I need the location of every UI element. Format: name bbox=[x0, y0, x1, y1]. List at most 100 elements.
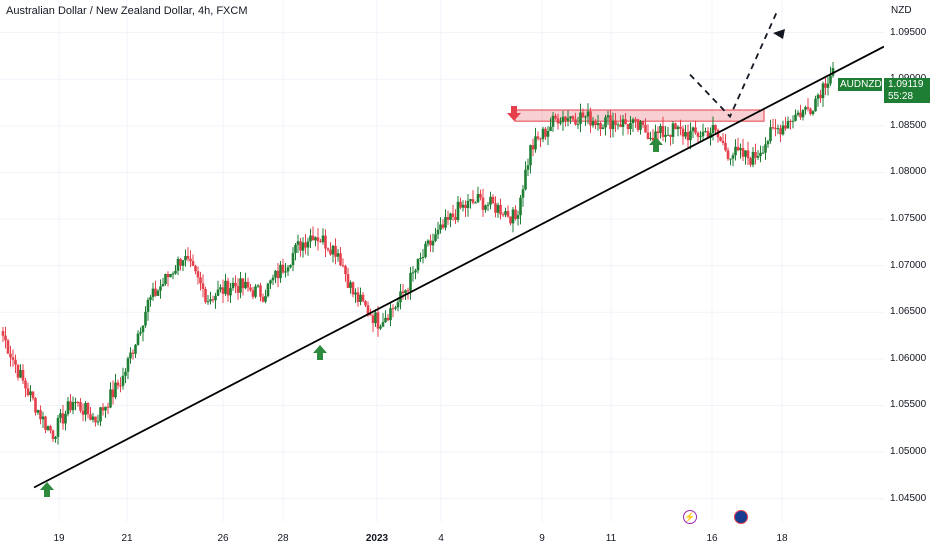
candle bbox=[259, 282, 262, 302]
chart-area[interactable]: Australian Dollar / New Zealand Dollar, … bbox=[0, 0, 884, 522]
candle bbox=[434, 227, 437, 243]
candle bbox=[424, 241, 427, 259]
candle bbox=[616, 122, 620, 130]
candle bbox=[714, 124, 717, 135]
candle bbox=[51, 429, 55, 442]
candle bbox=[361, 292, 365, 303]
candle bbox=[54, 435, 57, 443]
candle bbox=[374, 309, 377, 327]
candle bbox=[731, 152, 735, 167]
candle bbox=[561, 110, 565, 131]
candle bbox=[436, 221, 440, 240]
candle bbox=[309, 228, 312, 248]
candle bbox=[486, 201, 490, 212]
up-arrow-marker bbox=[40, 482, 54, 497]
candle bbox=[691, 126, 695, 138]
candle bbox=[121, 367, 125, 390]
candle bbox=[29, 385, 32, 402]
candle bbox=[661, 116, 665, 141]
candle bbox=[409, 267, 412, 300]
candle bbox=[529, 144, 532, 174]
candle bbox=[739, 143, 742, 159]
y-tick-label: 1.04500 bbox=[890, 492, 927, 504]
candle bbox=[26, 382, 30, 397]
candle bbox=[289, 264, 292, 269]
candle bbox=[441, 219, 445, 230]
x-tick-label: 11 bbox=[605, 533, 617, 544]
candle bbox=[526, 158, 530, 177]
candle bbox=[541, 126, 545, 143]
candle bbox=[229, 282, 232, 303]
candle bbox=[269, 279, 272, 289]
candle bbox=[84, 401, 87, 422]
candle bbox=[559, 117, 562, 126]
candle bbox=[421, 248, 425, 264]
candle bbox=[569, 116, 572, 124]
candle bbox=[176, 256, 180, 276]
candle bbox=[586, 103, 590, 125]
candle bbox=[706, 127, 710, 139]
candle bbox=[759, 145, 762, 163]
candle bbox=[516, 210, 520, 226]
candle bbox=[216, 280, 220, 296]
candle bbox=[431, 233, 435, 253]
candle bbox=[819, 89, 822, 103]
candle bbox=[469, 198, 472, 209]
australia-flag-icon[interactable] bbox=[734, 510, 748, 524]
candle bbox=[34, 397, 37, 416]
candle bbox=[56, 415, 60, 445]
up-arrow-marker bbox=[649, 137, 663, 152]
y-tick-label: 1.09500 bbox=[890, 26, 927, 38]
chart-title: Australian Dollar / New Zealand Dollar, … bbox=[6, 5, 248, 17]
candle bbox=[174, 265, 177, 275]
candle bbox=[99, 406, 102, 427]
x-tick-label: 2023 bbox=[365, 533, 389, 544]
candle bbox=[459, 197, 462, 210]
candle bbox=[806, 98, 810, 112]
candle bbox=[144, 306, 147, 328]
candle bbox=[161, 277, 165, 287]
candle bbox=[626, 123, 630, 135]
candle bbox=[809, 107, 812, 116]
candle bbox=[274, 270, 277, 284]
candle bbox=[391, 304, 395, 318]
candle bbox=[331, 244, 335, 263]
candle bbox=[549, 117, 552, 132]
candle bbox=[491, 194, 495, 204]
candle bbox=[284, 262, 287, 278]
time-axis[interactable]: 19 21 26 28 2023 4 9 11 16 18 bbox=[0, 522, 932, 550]
candle bbox=[734, 139, 737, 161]
candle bbox=[546, 126, 550, 146]
candle bbox=[449, 212, 452, 228]
candle bbox=[236, 278, 240, 300]
candle bbox=[239, 272, 242, 299]
candle bbox=[584, 115, 587, 126]
candle bbox=[499, 198, 502, 220]
candle bbox=[106, 402, 110, 414]
candle bbox=[796, 110, 800, 117]
candle bbox=[674, 122, 677, 130]
candle bbox=[184, 249, 187, 267]
candle bbox=[671, 121, 675, 144]
candle bbox=[286, 265, 290, 276]
candle bbox=[724, 134, 727, 152]
candle bbox=[71, 396, 75, 415]
candle bbox=[601, 124, 605, 130]
candle bbox=[61, 405, 65, 430]
lightning-event-icon[interactable]: ⚡ bbox=[683, 510, 697, 524]
candle bbox=[126, 356, 130, 380]
candle bbox=[539, 137, 542, 148]
candle bbox=[776, 124, 780, 135]
candle bbox=[416, 258, 420, 274]
candle bbox=[579, 103, 582, 133]
candle bbox=[279, 261, 282, 283]
candle bbox=[139, 327, 142, 336]
price-plot[interactable] bbox=[0, 0, 884, 522]
candle bbox=[784, 117, 787, 131]
candle bbox=[36, 409, 40, 415]
candle bbox=[699, 131, 702, 142]
candle bbox=[199, 271, 202, 291]
candle bbox=[741, 138, 745, 162]
candle bbox=[694, 120, 697, 135]
candle bbox=[129, 347, 132, 364]
